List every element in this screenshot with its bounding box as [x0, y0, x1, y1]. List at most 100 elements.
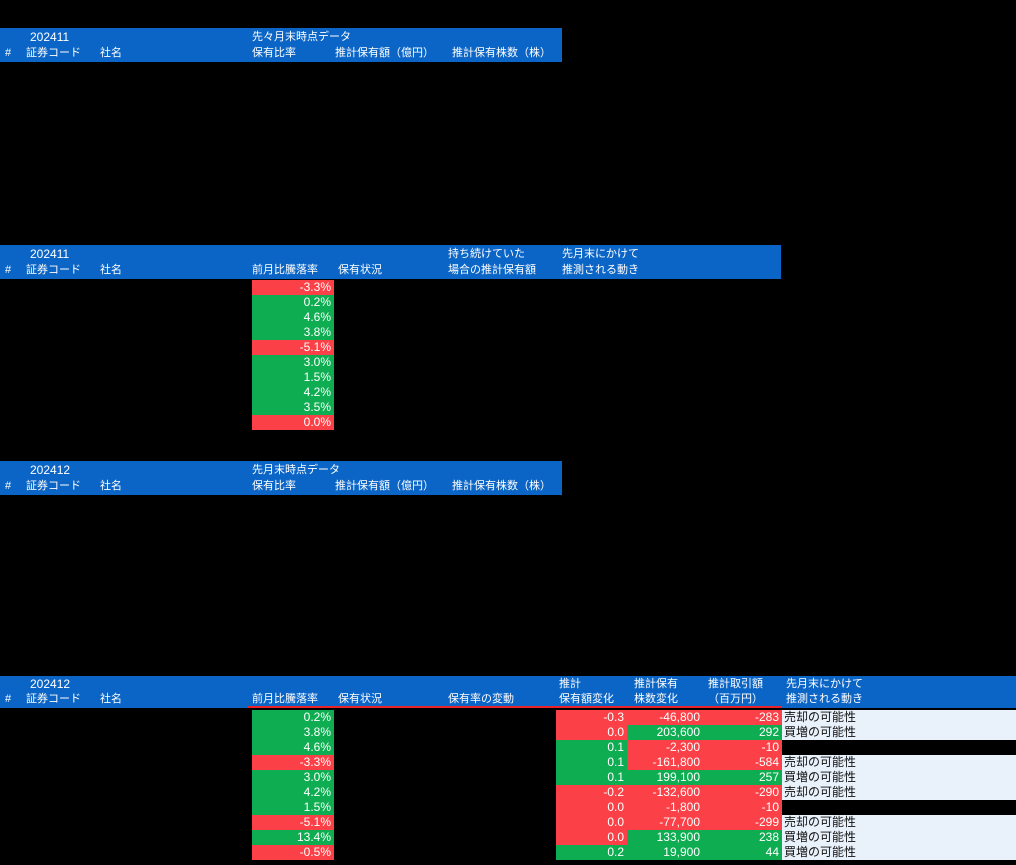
col-ratio-1: 保有比率 — [252, 47, 296, 59]
col-shares-1: 推計保有株数（株） — [452, 47, 551, 59]
header-block-202412-prev: 202412 先月末時点データ # 証券コード 社名 保有比率 推計保有額（億円… — [0, 461, 562, 495]
predicted-move-cell — [782, 740, 1016, 755]
col-trade-l2: （百万円） — [708, 693, 763, 705]
predicted-move-cell: 買増の可能性 — [782, 830, 1016, 845]
col-holdamt-2: 場合の推計保有額 — [448, 264, 536, 276]
col-index-4: # — [5, 693, 12, 705]
shares-change-cell: -132,600 — [627, 785, 703, 800]
shares-change-cell: -77,700 — [627, 815, 703, 830]
pct-cell: 1.5% — [252, 800, 334, 815]
period-label-3: 202412 — [30, 463, 71, 477]
amount-change-cell: 0.1 — [556, 755, 627, 770]
pct-cell: 3.0% — [252, 770, 334, 785]
amount-change-cell: 0.0 — [556, 830, 627, 845]
predicted-move-cell: 買増の可能性 — [782, 845, 1016, 860]
pct-cell: 3.8% — [252, 325, 334, 340]
shares-change-cell: 19,900 — [627, 845, 703, 860]
pct-cell: 0.2% — [252, 710, 334, 725]
col-ratio-3: 保有比率 — [252, 480, 296, 492]
trade-value-cell: 292 — [703, 725, 782, 740]
trade-value-cell: -290 — [703, 785, 782, 800]
predicted-move-cell — [782, 800, 1016, 815]
period-label-1: 202411 — [30, 30, 70, 44]
col-name-3: 社名 — [100, 480, 122, 492]
predicted-move-cell: 売却の可能性 — [782, 785, 1016, 800]
col-name-1: 社名 — [100, 47, 122, 59]
section-title-3: 先月末時点データ — [252, 464, 340, 476]
pct-cell: -5.1% — [252, 340, 334, 355]
pct-cell: 0.0% — [252, 415, 334, 430]
col-status-2: 保有状況 — [338, 264, 382, 276]
amount-change-cell: -0.3 — [556, 710, 627, 725]
col-ratiochange-4: 保有率の変動 — [448, 693, 514, 705]
pct-cell: 3.0% — [252, 355, 334, 370]
col-shareschange-l2: 株数変化 — [634, 693, 678, 705]
col-shares-3: 推計保有株数（株） — [452, 480, 551, 492]
period-label-2: 202411 — [30, 247, 70, 261]
col-trade-l1: 推計取引額 — [708, 678, 763, 690]
pct-cell: -3.3% — [252, 755, 334, 770]
pct-cell: 4.2% — [252, 785, 334, 800]
col-status-4: 保有状況 — [338, 693, 382, 705]
pct-cell: 13.4% — [252, 830, 334, 845]
col-index-1: # — [5, 47, 12, 59]
col-pct-2: 前月比騰落率 — [252, 264, 318, 276]
pct-cell: 4.2% — [252, 385, 334, 400]
amount-change-cell: 0.1 — [556, 770, 627, 785]
section-title-2a: 持ち続けていた — [448, 248, 525, 260]
col-shareschange-l1: 推計保有 — [634, 678, 678, 690]
header-block-202411-prevprev: 202411 先々月末時点データ # 証券コード 社名 保有比率 推計保有額（億… — [0, 28, 562, 62]
col-index-3: # — [5, 480, 12, 492]
col-code-4: 証券コード — [26, 693, 81, 705]
amount-change-cell: 0.0 — [556, 800, 627, 815]
shares-change-cell: 199,100 — [627, 770, 703, 785]
pct-cell: 4.6% — [252, 310, 334, 325]
shares-change-cell: 133,900 — [627, 830, 703, 845]
pct-cell: -3.3% — [252, 280, 334, 295]
trade-value-cell: -10 — [703, 740, 782, 755]
section-title-2b: 先月末にかけて — [562, 248, 639, 260]
col-amtchange-l1: 推計 — [559, 678, 581, 690]
pct-cell: 4.6% — [252, 740, 334, 755]
predicted-move-cell: 売却の可能性 — [782, 755, 1016, 770]
amount-change-cell: -0.2 — [556, 785, 627, 800]
predicted-move-cell: 買増の可能性 — [782, 770, 1016, 785]
header-block-202412-change: 202412 推計 推計保有 推計取引額 先月末にかけて # 証券コード 社名 … — [0, 676, 1016, 708]
amount-change-cell: 0.2 — [556, 845, 627, 860]
amount-change-cell: 0.0 — [556, 815, 627, 830]
predicted-move-cell: 売却の可能性 — [782, 815, 1016, 830]
col-code-3: 証券コード — [26, 480, 81, 492]
period-label-4: 202412 — [30, 677, 71, 691]
col-move-l2: 推測される動き — [786, 693, 863, 705]
section-title-1: 先々月末時点データ — [252, 31, 351, 43]
col-code-2: 証券コード — [26, 264, 81, 276]
header-underline-rule — [248, 706, 782, 708]
col-name-4: 社名 — [100, 693, 122, 705]
predicted-move-cell: 売却の可能性 — [782, 710, 1016, 725]
trade-value-cell: 44 — [703, 845, 782, 860]
col-amount-3: 推計保有額（億円） — [335, 480, 434, 492]
shares-change-cell: -2,300 — [627, 740, 703, 755]
header-block-202411-hold: 202411 持ち続けていた 先月末にかけて # 証券コード 社名 前月比騰落率… — [0, 245, 781, 279]
pct-cell: 3.5% — [252, 400, 334, 415]
trade-value-cell: -10 — [703, 800, 782, 815]
col-move-2: 推測される動き — [562, 264, 639, 276]
pct-cell: -5.1% — [252, 815, 334, 830]
shares-change-cell: -46,800 — [627, 710, 703, 725]
col-amount-1: 推計保有額（億円） — [335, 47, 434, 59]
pct-cell: 3.8% — [252, 725, 334, 740]
trade-value-cell: 238 — [703, 830, 782, 845]
col-code-1: 証券コード — [26, 47, 81, 59]
amount-change-cell: 0.0 — [556, 725, 627, 740]
trade-value-cell: -584 — [703, 755, 782, 770]
trade-value-cell: 257 — [703, 770, 782, 785]
col-amtchange-l2: 保有額変化 — [559, 693, 614, 705]
trade-value-cell: -299 — [703, 815, 782, 830]
col-name-2: 社名 — [100, 264, 122, 276]
col-index-2: # — [5, 264, 12, 276]
col-pct-4: 前月比騰落率 — [252, 693, 318, 705]
pct-cell: 0.2% — [252, 295, 334, 310]
pct-cell: -0.5% — [252, 845, 334, 860]
shares-change-cell: -1,800 — [627, 800, 703, 815]
